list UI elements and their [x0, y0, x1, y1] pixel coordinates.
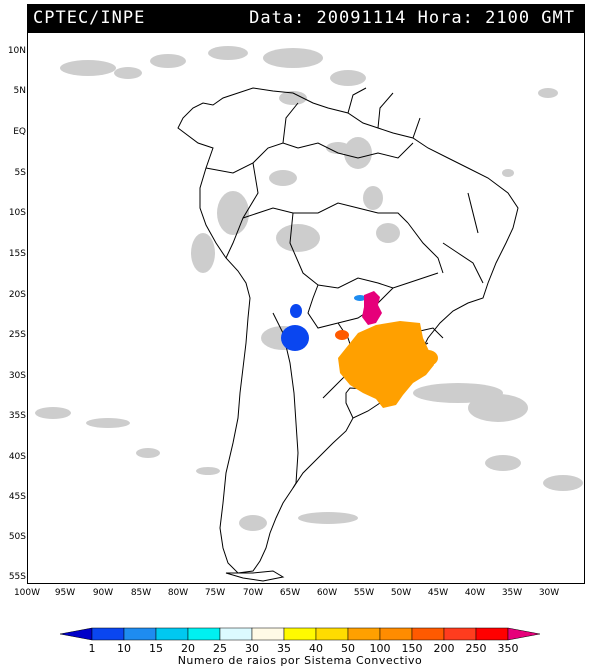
colorbar-label: 15 — [149, 642, 163, 655]
lon-tick-label: 95W — [54, 588, 76, 598]
colorbar-label: 25 — [213, 642, 227, 655]
lat-tick-label: 5S — [14, 168, 26, 178]
title-bar: CPTEC/INPE Data: 20091114 Hora: 2100 GMT — [27, 4, 585, 32]
lat-tick-label: 5N — [13, 86, 26, 96]
lat-tick-label: 40S — [8, 452, 26, 462]
colorbar-swatch — [443, 627, 477, 641]
colorbar-swatch — [283, 627, 317, 641]
colorbar-swatch — [251, 627, 285, 641]
lat-tick-label: 25S — [8, 330, 26, 340]
lon-tick-label: 75W — [204, 588, 226, 598]
colorbar-label: 200 — [433, 642, 455, 655]
lon-tick-label: 100W — [13, 588, 41, 598]
storm-magenta — [362, 291, 382, 325]
date-label-text: Data: — [249, 8, 306, 28]
colorbar-label: 10 — [117, 642, 131, 655]
storm-blue-small — [290, 304, 302, 318]
lon-tick-label: 40W — [464, 588, 486, 598]
lat-tick-label: 45S — [8, 492, 26, 502]
colorbar-swatch — [155, 627, 189, 641]
colorbar-label: 100 — [369, 642, 391, 655]
lon-tick-label: 55W — [353, 588, 375, 598]
lat-tick-label: 10N — [7, 46, 26, 56]
colorbar-swatch — [59, 627, 93, 641]
colorbar-swatch — [475, 627, 509, 641]
map-svg — [35, 46, 583, 582]
lon-tick-label: 70W — [242, 588, 264, 598]
lat-tick-label: 15S — [8, 249, 26, 259]
colorbar-label: 30 — [245, 642, 259, 655]
colorbar-swatch — [507, 627, 541, 641]
colorbar-swatch — [219, 627, 253, 641]
colorbar-swatch — [123, 627, 157, 641]
time-value: 2100 GMT — [485, 8, 575, 28]
storm-cyan — [354, 295, 366, 301]
lon-tick-label: 85W — [130, 588, 152, 598]
storm-orange-east — [418, 350, 438, 366]
lat-tick-label: 30S — [8, 371, 26, 381]
colorbar-label: 250 — [465, 642, 487, 655]
colorbar-label: 50 — [341, 642, 355, 655]
colorbar-label: 150 — [401, 642, 423, 655]
lat-tick-label: 20S — [8, 290, 26, 300]
date-value: 20091114 — [316, 8, 407, 28]
storm-red-orange — [335, 330, 349, 340]
colorbar-label: 1 — [88, 642, 96, 655]
colorbar-swatch — [91, 627, 125, 641]
lon-tick-label: 60W — [316, 588, 338, 598]
lat-tick-label: 10S — [8, 208, 26, 218]
lon-tick-label: 50W — [390, 588, 412, 598]
convective-systems — [281, 291, 438, 408]
time-label-text: Hora: — [417, 8, 474, 28]
lon-tick-label: 35W — [501, 588, 523, 598]
colorbar-label: 40 — [309, 642, 323, 655]
lat-tick-label: 55S — [8, 572, 26, 582]
lon-tick-label: 80W — [167, 588, 189, 598]
lon-tick-label: 90W — [92, 588, 114, 598]
colorbar-label: 20 — [181, 642, 195, 655]
cloud-cover — [35, 46, 583, 531]
colorbar-label: 35 — [277, 642, 291, 655]
colorbar-swatch — [315, 627, 349, 641]
datetime-label: Data: 20091114 Hora: 2100 GMT — [249, 8, 575, 28]
colorbar-title: Numero de raios por Sistema Convectivo — [177, 654, 423, 667]
colorbar-swatch — [347, 627, 381, 641]
lon-tick-label: 45W — [427, 588, 449, 598]
lat-tick-label: 35S — [8, 411, 26, 421]
lon-tick-label: 30W — [538, 588, 560, 598]
colorbar — [59, 627, 541, 641]
colorbar-labels: 1 10 15 20 25 30 35 40 50 100 150 200 250 350 — [60, 642, 540, 655]
colorbar-label: 350 — [497, 642, 519, 655]
map-panel[interactable] — [27, 32, 585, 584]
colorbar-swatch — [187, 627, 221, 641]
storm-orange — [338, 321, 434, 408]
source-label: CPTEC/INPE — [33, 8, 146, 28]
lon-tick-label: 65W — [279, 588, 301, 598]
colorbar-swatch — [379, 627, 413, 641]
colorbar-swatch — [411, 627, 445, 641]
lat-tick-label: EQ — [13, 127, 26, 137]
lat-tick-label: 50S — [8, 532, 26, 542]
storm-blue-large — [281, 325, 309, 351]
